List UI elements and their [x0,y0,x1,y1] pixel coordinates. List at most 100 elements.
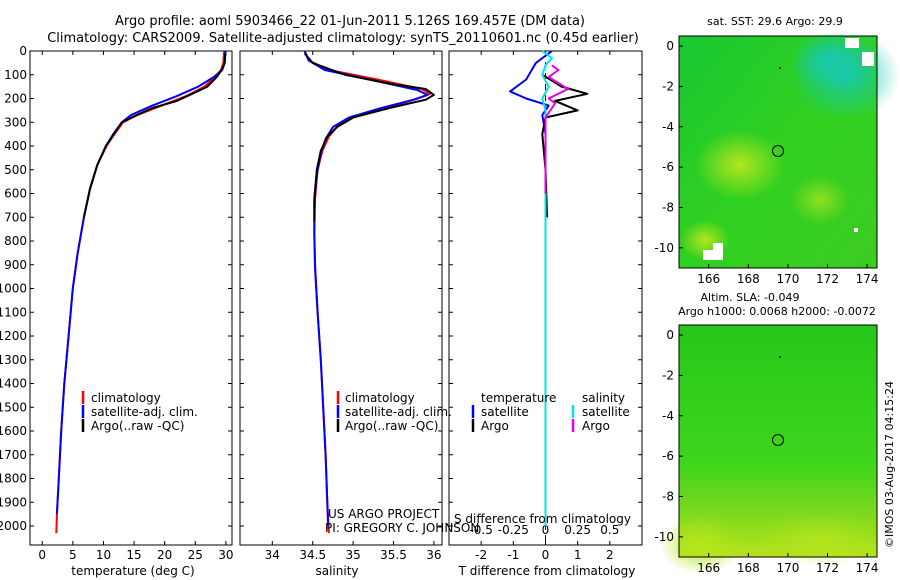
y-tick-label: 400 [4,139,27,153]
map-y-tick-label: -6 [662,449,674,463]
series-line-argo [303,52,435,222]
map-x-tick-label: 172 [816,272,839,286]
salinity-plot-frame [239,50,443,546]
map-x-tick-label: 168 [737,272,760,286]
map-x-tick-label: 166 [697,272,720,286]
y-tick-label: 0 [19,44,27,58]
difference-xlabel: T difference from climatology [458,564,636,578]
x-tick-label: 15 [126,548,141,562]
s-tick-label: 0.25 [564,523,591,537]
temperature-xlabel: temperature (deg C) [71,564,194,578]
legend-s-argo: Argo [582,419,610,433]
map-y-tick-label: -4 [662,409,674,423]
legend-climatology: climatology [345,391,415,405]
map-x-tick-label: 174 [856,561,879,575]
sla-map [660,324,880,575]
legend-t-argo: Argo [481,419,509,433]
x-tick-label: 1 [574,548,582,562]
map-x-tick-label: 172 [816,561,839,575]
series-line-t-argo [541,73,589,218]
y-tick-label: 2000 [0,519,27,533]
y-tick-label: 500 [4,163,27,177]
series-line-climatology [303,50,431,534]
map-x-tick-label: 170 [776,561,799,575]
project-label: US ARGO PROJECT [328,507,440,521]
legend-satellite: satellite-adj. clim. [91,405,198,419]
s-difference-label: S difference from climatology [454,512,631,526]
y-tick-label: 600 [4,187,27,201]
map-x-tick-label: 170 [776,272,799,286]
x-tick-label: 0 [38,548,46,562]
map-y-tick-label: 0 [666,39,674,53]
series-line-satellite [55,50,227,515]
salinity-xlabel: salinity [315,564,358,578]
y-tick-label: 1800 [0,472,27,486]
map-y-tick-label: -8 [662,489,674,503]
temperature-plot-frame [29,50,233,546]
x-tick-label: 30 [218,548,233,562]
x-tick-label: 35 [345,548,360,562]
map-y-tick-label: -6 [662,160,674,174]
legend-salinity-title: salinity [582,391,625,405]
map-y-tick-label: -4 [662,120,674,134]
x-tick-label: -2 [475,548,487,562]
x-tick-label: 36 [426,548,441,562]
argo-location-marker [772,145,784,157]
y-tick-label: 1200 [0,329,27,343]
s-tick-label: -0.5 [469,523,492,537]
x-tick-label: 20 [157,548,172,562]
x-tick-label: 0 [542,548,550,562]
map-y-tick-label: -8 [662,200,674,214]
legend-temperature-title: temperature [481,391,556,405]
y-tick-label: 700 [4,210,27,224]
series-line-argo [82,53,227,218]
series-line-s-satellite [541,50,553,526]
x-tick-label: 35.5 [380,548,407,562]
y-tick-label: 1600 [0,424,27,438]
map-x-tick-label: 174 [856,272,879,286]
y-tick-label: 1900 [0,495,27,509]
map-x-tick-label: 166 [697,561,720,575]
x-tick-label: -1 [507,548,519,562]
legend-t-satellite: satellite [481,405,529,419]
temperature-plot: 0 5 10 15 20 25 300100200300400500600700800900… [0,44,234,562]
legend-satellite: satellite-adj. clim. [345,405,452,419]
legend-s-satellite: satellite [582,405,630,419]
series-line-satellite [303,50,429,527]
pi-label: PI: GREGORY C. JOHNSON [325,521,479,535]
y-tick-label: 300 [4,115,27,129]
sst-map [678,30,900,269]
temperature-legend: climatology satellite-adj. clim. Argo(..… [81,391,198,433]
sla-map-title: Altim. SLA: -0.049 [700,291,799,304]
y-tick-label: 900 [4,258,27,272]
map-y-tick-label: -2 [662,368,674,382]
y-tick-label: 100 [4,68,27,82]
x-tick-label: 34 [265,548,280,562]
map-y-tick-label: -10 [654,241,674,255]
y-tick-label: 1000 [0,282,27,296]
map-x-tick-label: 168 [737,561,760,575]
header-title-line2: Climatology: CARS2009. Satellite-adjuste… [47,31,639,46]
x-tick-label: 10 [96,548,111,562]
argo-location-marker [772,434,784,446]
series-line-s-argo [544,64,569,194]
sla-map-subtitle: Argo h1000: 0.0068 h2000: -0.0072 [678,305,876,318]
map-y-tick-label: 0 [666,328,674,342]
x-tick-label: 2 [606,548,614,562]
salinity-plot: 34 34.5 35 35.5 36 [240,50,442,562]
difference-legend: temperature satellite Argo salinity sate… [471,391,630,433]
sla-map-axes: 166 168 170 172 174 0 -2 -4 -6 -8 -10 [654,328,878,575]
x-tick-label: 5 [69,548,77,562]
legend-argo: Argo(..raw -QC) [91,419,184,433]
s-tick-label: -0.25 [498,523,529,537]
imos-credit: ©IMOS 03-Aug-2017 04:15:24 [883,381,896,548]
x-tick-label: 34.5 [299,548,326,562]
y-tick-label: 1100 [0,305,27,319]
sst-map-axes: 166 168 170 172 174 0 -2 -4 -6 -8 -10 [654,39,878,286]
s-tick-label: 0.5 [600,523,619,537]
x-tick-label: 25 [188,548,203,562]
map-y-tick-label: -10 [654,530,674,544]
y-tick-label: 1500 [0,400,27,414]
